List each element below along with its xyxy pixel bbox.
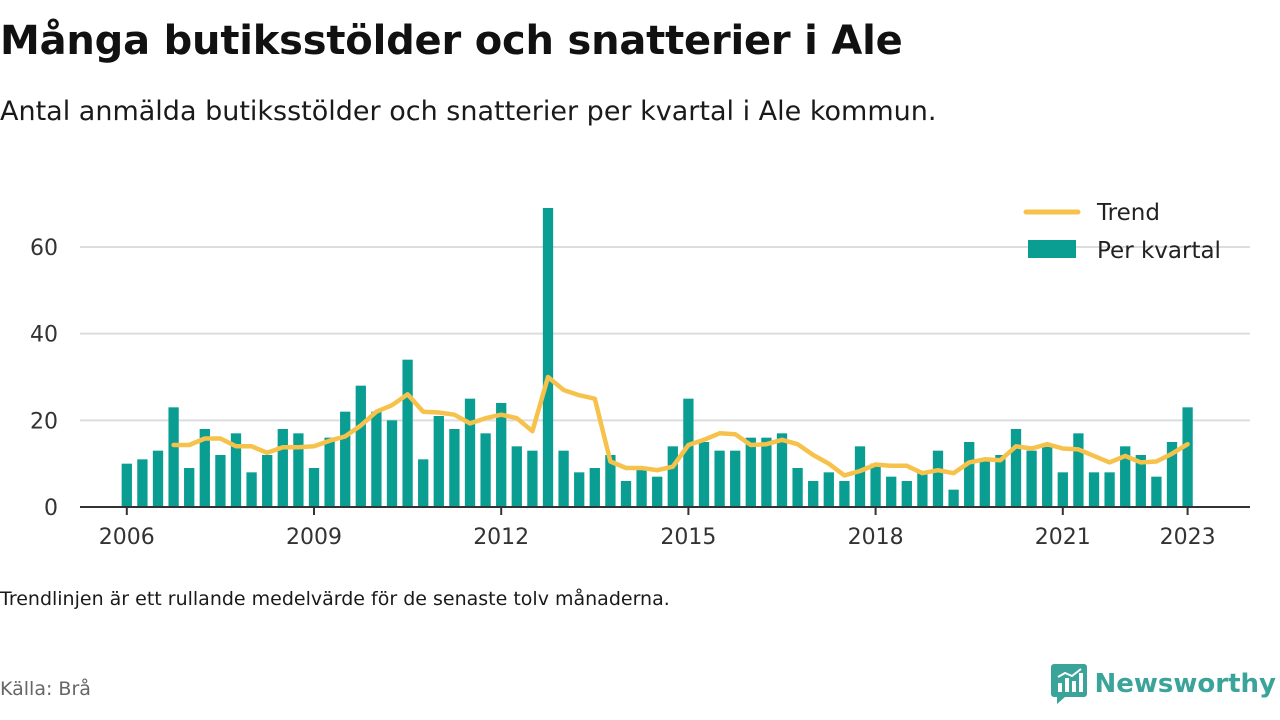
bar <box>901 481 912 507</box>
bar <box>230 433 242 507</box>
x-tick-label: 2023 <box>1160 525 1216 550</box>
x-tick-label: 2021 <box>1035 525 1091 550</box>
bar <box>480 433 491 507</box>
bar <box>1010 429 1022 507</box>
bar <box>870 463 881 507</box>
legend-bars-label: Per kvartal <box>1097 238 1221 264</box>
bar <box>277 429 288 507</box>
bar <box>1057 472 1068 507</box>
chart-title: Många butiksstölder och snatterier i Ale <box>0 18 903 64</box>
bar <box>324 437 335 507</box>
bar <box>714 450 725 507</box>
brand-name: Newsworthy <box>1094 669 1276 699</box>
bar <box>589 468 600 507</box>
bar <box>511 446 522 507</box>
bar <box>308 468 320 507</box>
bar <box>433 416 444 507</box>
bar <box>168 407 179 507</box>
trend-line <box>171 374 1190 478</box>
x-tick-label: 2018 <box>848 525 904 550</box>
bar <box>808 481 819 507</box>
bar <box>340 411 351 507</box>
bar <box>152 450 164 507</box>
brand-logo: Newsworthy <box>1050 664 1276 704</box>
bar <box>199 429 210 507</box>
bar <box>964 442 975 507</box>
bar <box>1088 472 1100 507</box>
bar <box>246 472 257 507</box>
bar <box>464 398 476 507</box>
chart-subtitle: Antal anmälda butiksstölder och snatteri… <box>0 96 937 127</box>
bar <box>184 468 195 507</box>
bar <box>667 446 678 507</box>
bar-series <box>121 208 1193 507</box>
bar <box>542 208 554 507</box>
bar <box>932 450 944 507</box>
x-tick-label: 2012 <box>473 525 529 550</box>
bar <box>1120 446 1131 507</box>
bar <box>979 459 990 507</box>
trend-series <box>171 374 1190 478</box>
bar <box>527 450 538 507</box>
x-tick-label: 2006 <box>99 525 155 550</box>
bar <box>1026 450 1037 507</box>
bar <box>1042 446 1053 507</box>
footnote: Trendlinjen är ett rullande medelvärde f… <box>0 588 670 610</box>
bar <box>293 433 304 507</box>
bar <box>792 468 803 507</box>
bar <box>449 429 460 507</box>
bar <box>854 446 866 507</box>
bar <box>636 468 647 507</box>
legend: Trend Per kvartal <box>1023 200 1221 264</box>
bar <box>652 476 663 507</box>
bar <box>386 420 398 507</box>
bar <box>620 481 632 507</box>
bar <box>402 359 413 507</box>
bar <box>917 472 928 507</box>
bar <box>745 437 756 507</box>
y-tick-label: 60 <box>30 236 58 261</box>
bar <box>574 472 585 507</box>
x-tick-label: 2009 <box>286 525 342 550</box>
bar <box>948 489 959 507</box>
bar <box>776 433 788 507</box>
bar <box>1151 476 1162 507</box>
bar <box>995 455 1006 507</box>
y-tick-label: 0 <box>44 496 58 521</box>
bar <box>761 437 772 507</box>
bar <box>262 455 273 507</box>
y-tick-label: 20 <box>30 409 58 434</box>
bar <box>683 398 694 507</box>
x-tick-label: 2015 <box>660 525 716 550</box>
bar <box>558 450 569 507</box>
bar <box>1073 433 1084 507</box>
bar <box>215 455 226 507</box>
y-tick-label: 40 <box>30 323 58 348</box>
bar <box>1135 455 1146 507</box>
newsworthy-logo-icon <box>1050 664 1087 704</box>
bar <box>698 442 710 507</box>
gridlines <box>80 246 1250 422</box>
axes: 0 20 40 60 2006 2009 2012 2015 2018 2021 2023 <box>30 236 1250 550</box>
legend-trend-label: Trend <box>1096 200 1160 226</box>
legend-bars-swatch <box>1028 240 1076 258</box>
bar <box>371 411 382 507</box>
bar <box>137 459 148 507</box>
bar <box>823 472 834 507</box>
bar <box>886 476 897 507</box>
source-credit: Källa: Brå <box>0 678 91 700</box>
bar <box>418 459 429 507</box>
bar <box>496 403 507 507</box>
bar <box>121 463 132 507</box>
bar <box>1182 407 1193 507</box>
bar <box>355 385 366 507</box>
bar <box>730 450 741 507</box>
chart: 0 20 40 60 2006 2009 2012 2015 2018 2021 2023 Tren… <box>30 200 1250 550</box>
bar <box>839 481 850 507</box>
bar <box>1166 442 1178 507</box>
bar <box>605 455 616 507</box>
bar <box>1104 472 1115 507</box>
